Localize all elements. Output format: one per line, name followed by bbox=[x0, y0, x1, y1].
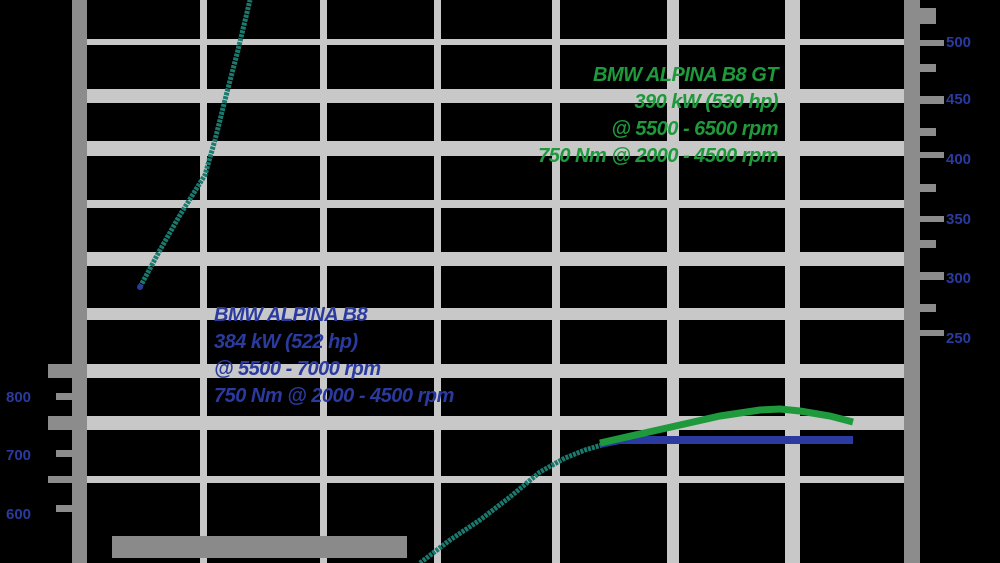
right-tick-label: 450 bbox=[946, 91, 972, 108]
b8-gt-annotation: BMW ALPINA B8 GT 390 kW (530 hp) @ 5500 … bbox=[538, 62, 778, 170]
left-axis-title: Engine torque (Nm) bbox=[112, 536, 407, 558]
left-axis bbox=[48, 0, 87, 563]
b8-annotation: BMW ALPINA B8 384 kW (522 hp) @ 5500 - 7… bbox=[214, 302, 454, 410]
power-curve-start-dot bbox=[137, 284, 143, 290]
b8-gt-power: 390 kW (530 hp) bbox=[634, 91, 778, 113]
right-tick-label: 350 bbox=[946, 211, 972, 228]
power-curve bbox=[137, 0, 253, 289]
b8-power: 384 kW (522 hp) bbox=[214, 331, 358, 353]
left-tick-label: 800 bbox=[6, 389, 32, 406]
b8-model: BMW ALPINA B8 bbox=[214, 304, 368, 326]
b8-gt-torque: 750 Nm @ 2000 - 4500 rpm bbox=[538, 145, 778, 167]
torque-curve-shared bbox=[418, 441, 606, 563]
b8-gt-power-rpm: @ 5500 - 6500 rpm bbox=[611, 118, 778, 140]
horizontal-gridlines bbox=[86, 39, 906, 483]
torque-curve-b8-gt bbox=[599, 405, 854, 447]
b8-gt-model: BMW ALPINA B8 GT bbox=[593, 64, 778, 86]
right-tick-label: 400 bbox=[946, 151, 972, 168]
left-tick-label: 600 bbox=[6, 506, 32, 523]
left-tick-label: 700 bbox=[6, 447, 32, 464]
b8-power-rpm: @ 5500 - 7000 rpm bbox=[214, 358, 381, 380]
right-tick-label: 300 bbox=[946, 270, 972, 287]
torque-curve-b8 bbox=[599, 436, 853, 448]
right-axis bbox=[904, 0, 944, 563]
b8-torque: 750 Nm @ 2000 - 4500 rpm bbox=[214, 385, 454, 407]
right-tick-label: 500 bbox=[946, 34, 972, 51]
right-tick-label: 250 bbox=[946, 330, 972, 347]
